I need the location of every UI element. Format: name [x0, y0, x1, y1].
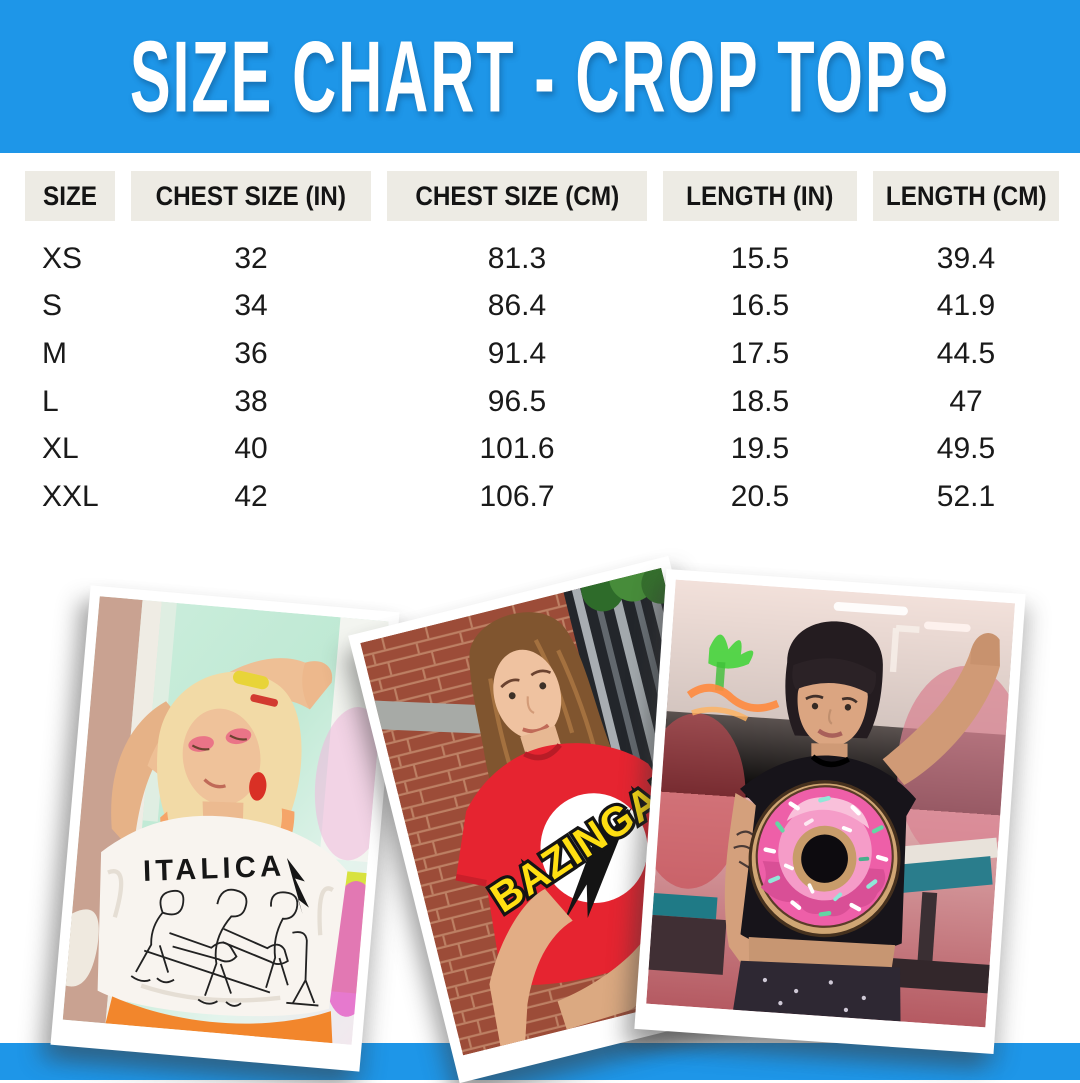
column-header-chest-cm: CHEST SIZE (CM): [387, 171, 647, 221]
model-photo-black-crop-top: [646, 579, 1015, 1028]
svg-text:ITALICA: ITALICA: [143, 849, 286, 888]
shirt-graphic-italica: ITALICA: [143, 849, 309, 915]
yellow-hair-clip: [232, 670, 269, 690]
donut-graphic: [748, 780, 901, 938]
table-row: S 34 86.4 16.5 41.9: [42, 289, 996, 323]
wall-frame-detail: [65, 909, 99, 987]
photo-card-black-crop-top: [634, 569, 1026, 1054]
logo-lightning: [563, 807, 632, 924]
face-features: [500, 669, 552, 734]
column-header-length-in: LENGTH (IN): [663, 171, 857, 221]
size-table: SIZE CHEST SIZE (IN) CHEST SIZE (CM) LEN…: [25, 171, 1059, 521]
table-row: L 38 96.5 18.5 47: [42, 384, 983, 418]
model-hand-behind-neck: [970, 632, 1000, 667]
lips: [203, 778, 226, 789]
red-earring: [249, 772, 267, 801]
band-line-art: [130, 888, 319, 1007]
orange-skirt: [105, 996, 333, 1044]
model-hand: [302, 661, 333, 710]
page-title: SIZE CHART - CROP TOPS: [129, 19, 951, 134]
column-header-length-cm: LENGTH (CM): [873, 171, 1059, 221]
model-face: [797, 673, 868, 747]
shirt-creases: [107, 869, 334, 1003]
table-row: M 36 91.4 17.5 44.5: [42, 336, 996, 370]
column-header-size: SIZE: [25, 171, 115, 221]
red-hair-clip: [250, 694, 278, 707]
table-row: XS 32 81.3 15.5 39.4: [42, 241, 996, 275]
model-arm-left: [489, 889, 573, 1047]
table-header-row: SIZE CHEST SIZE (IN) CHEST SIZE (CM) LEN…: [25, 171, 1059, 221]
table-body: XS 32 81.3 15.5 39.4 S 34 86.4 16.5 41.9…: [25, 235, 1059, 521]
white-crop-top: [97, 815, 348, 1017]
banner: SIZE CHART - CROP TOPS: [0, 0, 1080, 153]
table-row: XL 40 101.6 19.5 49.5: [42, 432, 996, 466]
neon-signs: [686, 602, 971, 722]
photo-card-white-crop-top: ITALICA: [50, 585, 400, 1072]
face-features: [805, 694, 858, 738]
neckline: [810, 754, 850, 768]
dark-skirt: [733, 960, 901, 1022]
model-photo-white-crop-top: ITALICA: [62, 596, 389, 1045]
table-row: XXL 42 106.7 20.5 52.1: [42, 479, 996, 513]
bangs: [792, 658, 877, 695]
lightning-a-tail: [286, 857, 309, 915]
skirt-pattern: [762, 977, 866, 1013]
diner-tables: [648, 837, 999, 994]
model-arm-raised: [882, 648, 1000, 786]
sprinkles: [763, 795, 889, 917]
neckline: [523, 743, 562, 761]
eyes-closed: [191, 734, 247, 751]
column-header-chest-in: CHEST SIZE (IN): [131, 171, 371, 221]
